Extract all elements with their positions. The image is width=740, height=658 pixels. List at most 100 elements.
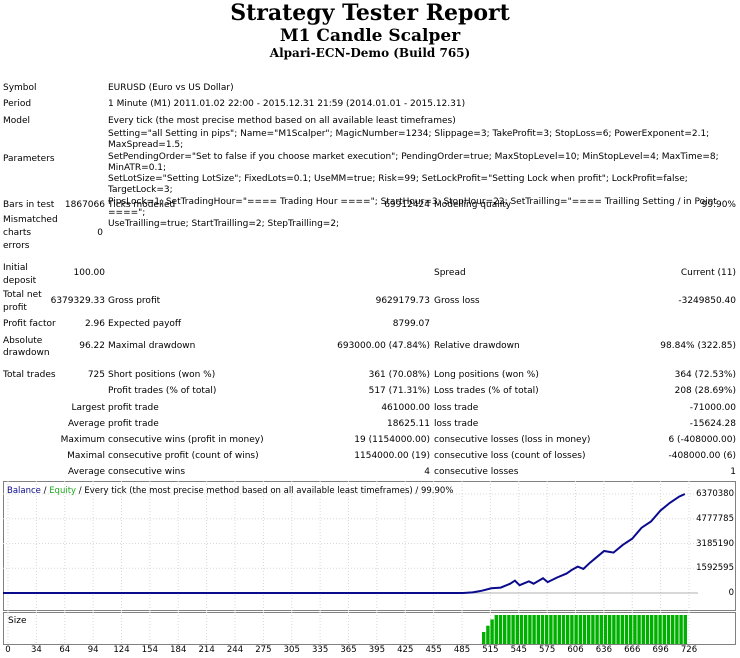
ticks-label: Ticks modelled <box>108 200 176 210</box>
size-bar <box>603 615 608 644</box>
size-bar <box>650 615 654 644</box>
x-tick-label: 606 <box>567 645 584 655</box>
model-label: Model <box>3 116 31 126</box>
absdd-value: 96.22 <box>79 341 105 351</box>
payoff-value: 8799.07 <box>392 319 430 329</box>
max-wins-label: consecutive wins (profit in money) <box>108 435 264 445</box>
size-bar <box>582 615 587 644</box>
size-bar <box>637 615 641 644</box>
size-bar <box>608 615 612 644</box>
x-tick-label: 94 <box>87 645 99 655</box>
mismatch-label-line: errors <box>3 241 30 251</box>
average-loss-value: -15624.28 <box>689 419 736 429</box>
parameters-line: SetLotSize="Setting LotSize"; FixedLots=… <box>108 174 688 196</box>
parameters-line: UseTrailling=true; StartTrailling=2; Ste… <box>108 219 340 230</box>
deposit-label-line: Initial <box>3 263 28 273</box>
parameters-line: SetPendingOrder="Set to false if you cho… <box>108 151 719 173</box>
size-bar <box>498 615 503 644</box>
size-bar <box>654 615 658 644</box>
size-bar <box>666 615 671 644</box>
y-tick-label: 1592595 <box>696 563 734 574</box>
netprofit-label-line: Total net <box>3 290 42 300</box>
largest-loss-value: -71000.00 <box>689 403 736 413</box>
quality-label: Modelling quality <box>434 200 512 210</box>
x-tick-label: 275 <box>255 645 272 655</box>
x-tick-label: 0 <box>5 645 11 655</box>
x-tick-label: 425 <box>397 645 414 655</box>
size-bar <box>524 615 528 644</box>
profit-factor-label: Profit factor <box>3 319 56 329</box>
report-title: Strategy Tester Report <box>230 0 510 26</box>
max-wins-value: 19 (1154000.00) <box>354 435 430 445</box>
size-bar <box>545 615 549 644</box>
x-tick-label: 365 <box>340 645 357 655</box>
legend-balance: Balance <box>7 486 41 496</box>
y-tick-label: 3185190 <box>696 538 734 549</box>
size-bar <box>532 615 536 644</box>
y-tick-label: 6370380 <box>696 489 734 499</box>
average-loss-label: loss trade <box>434 419 479 429</box>
mismatch-value: 0 <box>97 228 103 238</box>
size-bar <box>679 615 683 644</box>
size-bar <box>515 615 519 644</box>
profit-factor-value: 2.96 <box>84 319 105 329</box>
long-label: Long positions (won %) <box>434 370 539 380</box>
size-bar <box>683 615 687 644</box>
size-bar <box>486 625 490 644</box>
size-bar <box>570 615 574 644</box>
size-bar <box>591 615 595 644</box>
size-label: Size <box>8 616 27 626</box>
legend-description: / Every tick (the most precise method ba… <box>76 486 454 496</box>
mismatch-label-line: Mismatched <box>3 215 58 225</box>
grossloss-label: Gross loss <box>434 296 480 306</box>
chart-frame <box>3 481 736 611</box>
size-bar <box>641 615 645 644</box>
size-bar <box>624 615 629 644</box>
short-label: Short positions (won %) <box>108 370 216 380</box>
quality-value: 99.90% <box>701 200 736 210</box>
maximal-label: Maximal <box>67 451 105 461</box>
x-tick-label: 154 <box>141 645 158 655</box>
vertical-gridlines <box>7 481 690 611</box>
avg-wins-label: consecutive wins <box>108 467 186 477</box>
avg-losses-label: consecutive losses <box>434 467 519 477</box>
payoff-label: Expected payoff <box>108 319 182 329</box>
size-bar <box>503 615 507 644</box>
largest-label: Largest <box>71 403 105 413</box>
expert-name: M1 Candle Scalper <box>279 26 461 46</box>
size-bar <box>494 615 498 644</box>
average-profit-label: profit trade <box>108 419 159 429</box>
grossprofit-value: 9629179.73 <box>375 296 430 306</box>
absdd-label-line: Absolute <box>3 336 43 346</box>
loss-trades-value: 208 (28.69%) <box>674 386 736 396</box>
largest-profit-value: 461000.00 <box>381 403 430 413</box>
x-tick-label: 485 <box>453 645 471 655</box>
symbol-label: Symbol <box>3 83 37 93</box>
size-chart <box>3 612 736 645</box>
y-tick-label: 0 <box>728 588 734 598</box>
size-bar <box>612 615 616 644</box>
parameters-label: Parameters <box>3 154 55 164</box>
size-bar <box>587 615 591 644</box>
profit-trades-label: Profit trades (% of total) <box>108 386 217 396</box>
size-bar <box>578 615 582 644</box>
maxdd-value: 693000.00 (47.84%) <box>337 341 430 351</box>
x-tick-label: 395 <box>368 645 385 655</box>
x-tick-label: 636 <box>595 645 612 655</box>
absdd-label-line: drawdown <box>3 348 50 358</box>
maximum-label: Maximum <box>60 435 105 445</box>
mismatch-label-line: charts <box>3 228 32 238</box>
reldd-value: 98.84% (322.85) <box>660 341 736 351</box>
x-tick-label: 124 <box>113 645 130 655</box>
largest-loss-label: loss trade <box>434 403 479 413</box>
grossprofit-label: Gross profit <box>108 296 161 306</box>
size-bar <box>528 615 532 644</box>
size-bar <box>574 615 578 644</box>
size-bar <box>616 615 620 644</box>
reldd-label: Relative drawdown <box>434 341 520 351</box>
size-bars <box>482 615 687 644</box>
x-tick-label: 34 <box>30 645 42 655</box>
avg-wins-value: 4 <box>424 467 430 477</box>
size-bar <box>536 615 540 644</box>
size-bar <box>599 615 603 644</box>
